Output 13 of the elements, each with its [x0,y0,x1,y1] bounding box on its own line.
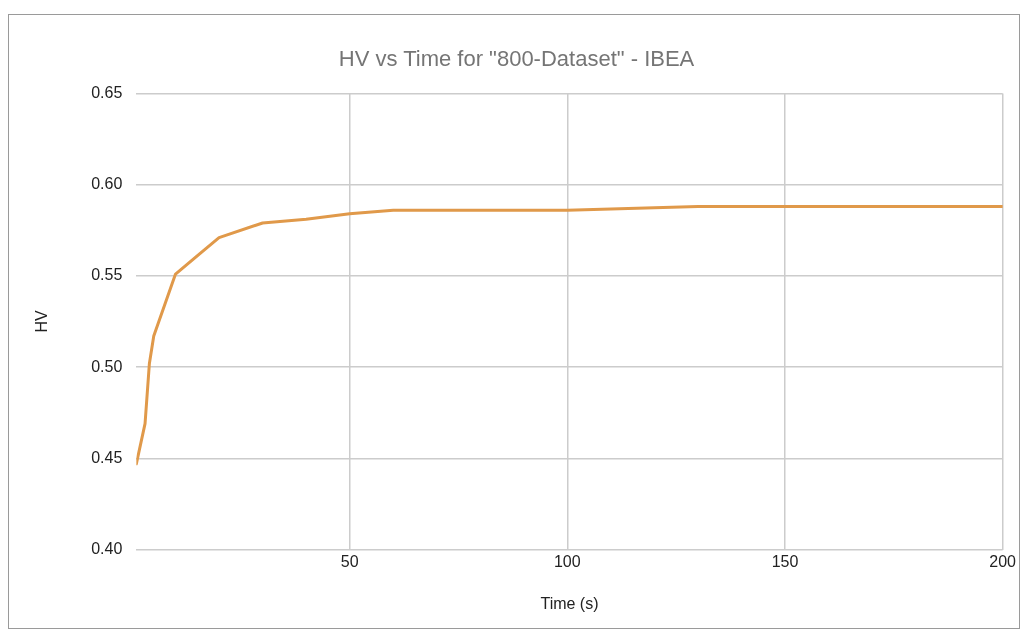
x-tick-label: 150 [771,552,799,570]
y-tick-label: 0.40 [91,540,123,558]
x-axis-title: Time (s) [540,594,599,612]
y-tick-label: 0.50 [91,357,123,375]
x-tick-label: 50 [340,552,359,570]
y-tick-label: 0.45 [91,448,123,466]
chart-title: HV vs Time for "800-Dataset" - IBEA [338,46,695,72]
y-tick-label: 0.65 [91,83,123,101]
x-tick-label: 100 [553,552,581,570]
x-tick-label: 200 [989,552,1017,570]
y-tick-label: 0.55 [91,266,123,284]
y-axis-title: HV [33,310,51,333]
y-tick-label: 0.60 [91,175,123,193]
